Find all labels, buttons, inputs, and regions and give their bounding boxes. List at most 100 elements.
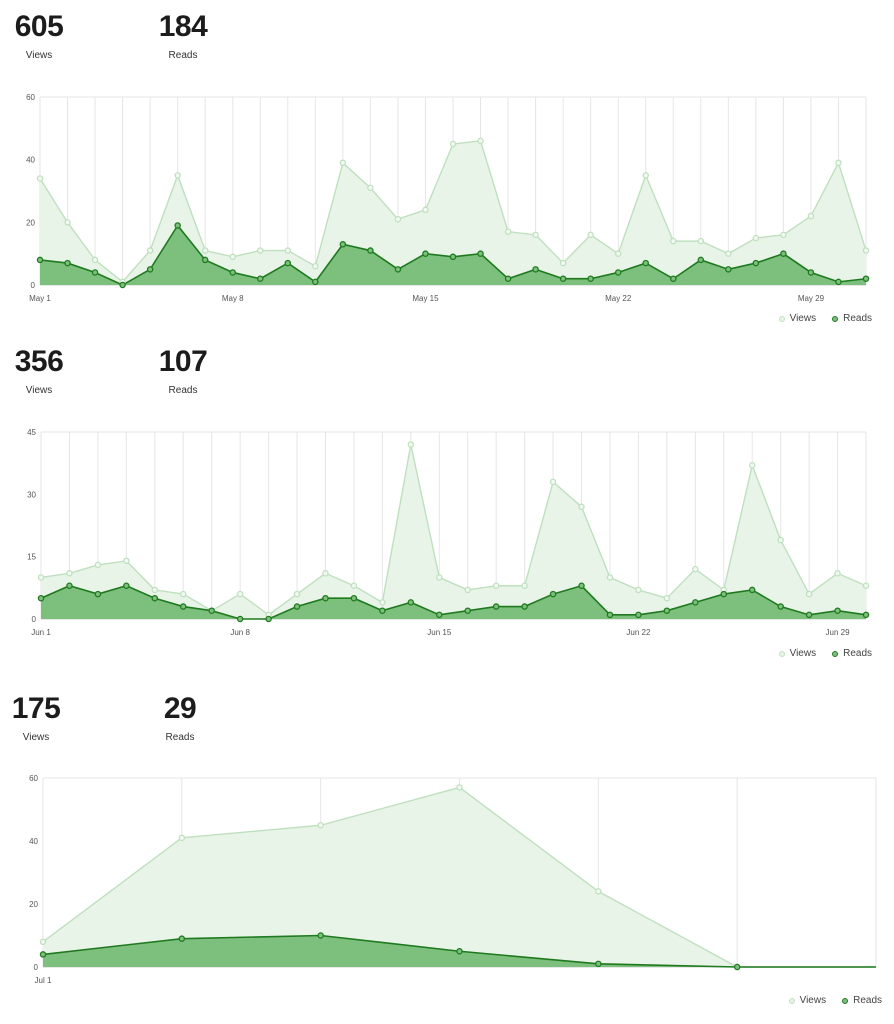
- reads-point[interactable]: [119, 281, 126, 289]
- reads-point[interactable]: [663, 607, 671, 614]
- views-point[interactable]: [174, 172, 181, 179]
- views-point[interactable]: [504, 228, 512, 235]
- views-point[interactable]: [692, 565, 699, 573]
- views-point[interactable]: [123, 557, 130, 565]
- reads-point[interactable]: [549, 590, 557, 598]
- views-point[interactable]: [777, 536, 784, 544]
- reads-point[interactable]: [257, 275, 264, 282]
- reads-point[interactable]: [436, 611, 443, 619]
- views-point[interactable]: [578, 503, 585, 511]
- views-point[interactable]: [635, 586, 642, 594]
- reads-point[interactable]: [91, 269, 99, 276]
- views-point[interactable]: [752, 234, 760, 242]
- reads-point[interactable]: [236, 615, 244, 623]
- reads-point[interactable]: [780, 250, 787, 257]
- views-point[interactable]: [94, 561, 102, 569]
- reads-point[interactable]: [777, 603, 784, 610]
- views-point[interactable]: [322, 570, 329, 577]
- reads-point[interactable]: [123, 582, 130, 590]
- views-point[interactable]: [317, 821, 324, 829]
- views-point[interactable]: [312, 262, 319, 270]
- views-point[interactable]: [835, 159, 842, 167]
- reads-point[interactable]: [94, 590, 102, 598]
- legend-item-reads[interactable]: Reads: [842, 995, 882, 1006]
- views-point[interactable]: [66, 570, 73, 577]
- views-point[interactable]: [339, 159, 347, 167]
- reads-point[interactable]: [151, 594, 159, 602]
- views-point[interactable]: [532, 231, 539, 239]
- views-point[interactable]: [407, 441, 415, 448]
- reads-point[interactable]: [367, 247, 374, 254]
- views-point[interactable]: [394, 215, 402, 223]
- views-point[interactable]: [449, 140, 457, 148]
- reads-point[interactable]: [748, 586, 756, 594]
- views-point[interactable]: [229, 253, 236, 261]
- reads-point[interactable]: [39, 951, 47, 958]
- views-point[interactable]: [780, 231, 787, 239]
- reads-point[interactable]: [394, 266, 402, 273]
- views-point[interactable]: [549, 478, 557, 486]
- reads-point[interactable]: [456, 947, 463, 955]
- reads-point[interactable]: [670, 275, 677, 282]
- reads-point[interactable]: [692, 599, 699, 606]
- views-point[interactable]: [64, 219, 71, 226]
- legend-item-views[interactable]: Views: [778, 648, 816, 659]
- views-point[interactable]: [201, 247, 209, 254]
- reads-point[interactable]: [322, 594, 329, 602]
- views-point[interactable]: [257, 247, 264, 254]
- views-point[interactable]: [36, 175, 44, 182]
- reads-point[interactable]: [312, 278, 319, 286]
- views-point[interactable]: [670, 237, 677, 245]
- reads-point[interactable]: [587, 275, 594, 282]
- views-point[interactable]: [492, 582, 500, 590]
- reads-point[interactable]: [477, 250, 484, 257]
- views-point[interactable]: [436, 574, 443, 581]
- reads-point[interactable]: [504, 275, 512, 282]
- reads-point[interactable]: [350, 594, 358, 602]
- views-point[interactable]: [697, 237, 705, 245]
- reads-point[interactable]: [284, 259, 292, 267]
- reads-point[interactable]: [407, 599, 415, 606]
- reads-point[interactable]: [521, 603, 528, 610]
- views-point[interactable]: [614, 250, 622, 257]
- views-point[interactable]: [284, 247, 292, 254]
- reads-point[interactable]: [635, 611, 642, 619]
- views-point[interactable]: [464, 586, 471, 594]
- reads-point[interactable]: [805, 611, 813, 619]
- reads-point[interactable]: [578, 582, 585, 590]
- views-point[interactable]: [91, 256, 99, 264]
- reads-point[interactable]: [807, 269, 815, 276]
- reads-point[interactable]: [606, 611, 614, 619]
- reads-point[interactable]: [720, 590, 728, 598]
- reads-point[interactable]: [208, 607, 215, 614]
- views-point[interactable]: [179, 590, 187, 598]
- views-point[interactable]: [559, 259, 567, 267]
- views-point[interactable]: [663, 594, 671, 602]
- reads-point[interactable]: [146, 266, 154, 273]
- views-point[interactable]: [606, 574, 614, 581]
- reads-point[interactable]: [66, 582, 73, 590]
- views-point[interactable]: [37, 574, 45, 581]
- views-point[interactable]: [595, 888, 602, 895]
- reads-point[interactable]: [733, 963, 741, 971]
- reads-point[interactable]: [178, 935, 186, 942]
- reads-point[interactable]: [36, 256, 44, 264]
- reads-point[interactable]: [532, 266, 539, 273]
- views-point[interactable]: [807, 212, 815, 220]
- reads-point[interactable]: [642, 259, 649, 267]
- reads-point[interactable]: [317, 932, 324, 939]
- views-point[interactable]: [422, 206, 429, 214]
- reads-point[interactable]: [265, 615, 272, 623]
- reads-point[interactable]: [37, 594, 45, 602]
- views-point[interactable]: [642, 172, 649, 179]
- reads-point[interactable]: [464, 607, 471, 614]
- reads-point[interactable]: [559, 275, 567, 282]
- views-point[interactable]: [350, 582, 358, 590]
- reads-point[interactable]: [697, 256, 705, 264]
- views-point[interactable]: [862, 582, 870, 590]
- reads-point[interactable]: [835, 278, 842, 286]
- reads-point[interactable]: [229, 269, 236, 276]
- reads-point[interactable]: [201, 256, 209, 264]
- views-point[interactable]: [834, 570, 841, 577]
- views-point[interactable]: [587, 231, 594, 239]
